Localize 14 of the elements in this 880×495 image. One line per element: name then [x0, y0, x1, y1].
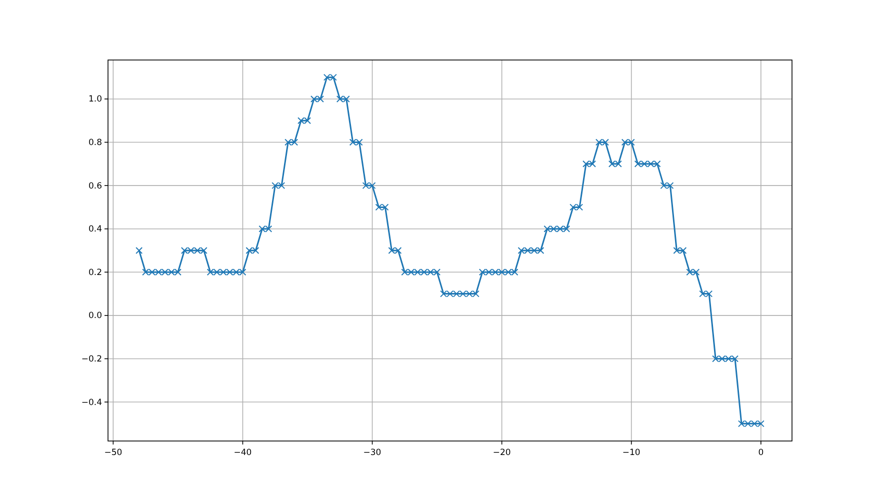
x-tick-label: −10: [622, 448, 640, 458]
x-tick-label: −30: [363, 448, 382, 458]
x-tick-label: −20: [492, 448, 511, 458]
y-tick-label: −0.2: [81, 354, 102, 364]
y-tick-label: 0.8: [88, 138, 102, 148]
x-tick-label: −40: [234, 448, 252, 458]
y-tick-label: 1.0: [88, 94, 102, 105]
x-tick-label: −50: [104, 448, 122, 458]
y-tick-label: −0.4: [81, 398, 102, 408]
y-tick-label: 0.0: [88, 311, 102, 322]
y-tick-label: 0.4: [88, 224, 102, 235]
y-tick-label: 0.6: [88, 181, 102, 192]
x-tick-label: 0: [758, 448, 764, 458]
y-tick-label: 0.2: [88, 268, 102, 278]
